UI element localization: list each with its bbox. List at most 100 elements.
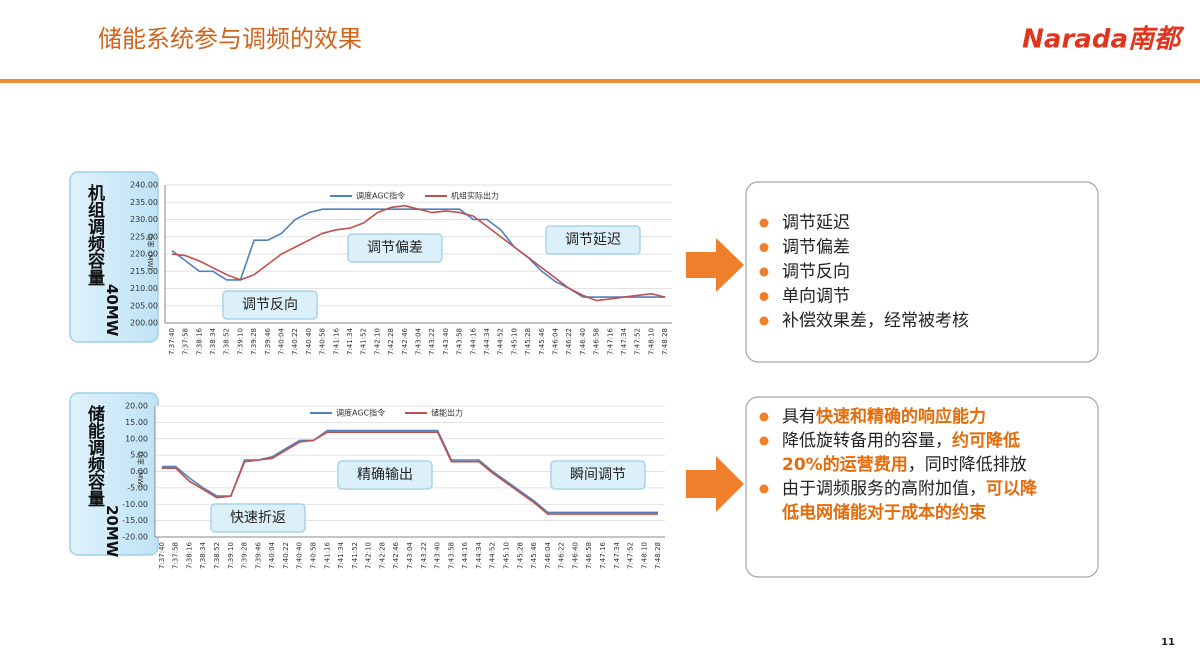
bullet (759, 218, 769, 228)
y-tick-label: 210.00 (130, 284, 158, 293)
legend-label: 调度AGC指令 (336, 408, 385, 418)
x-tick-label: 7:41:16 (332, 327, 340, 355)
y-tick-label: 220.00 (130, 250, 158, 259)
x-tick-label: 7:38:34 (199, 541, 207, 569)
x-tick-label: 7:48:28 (654, 542, 662, 569)
header-rule (0, 79, 1200, 83)
bullet-text: 调节反向 (782, 262, 850, 282)
x-tick-label: 7:47:52 (627, 542, 635, 569)
callout-box (337, 460, 433, 490)
x-tick-label: 7:39:28 (250, 328, 258, 355)
y-tick-label: 235.00 (130, 198, 158, 207)
x-tick-label: 7:45:10 (502, 542, 510, 569)
x-tick-label: 7:46:40 (579, 328, 587, 355)
x-tick-label: 7:47:34 (620, 327, 628, 355)
x-tick-label: 7:44:16 (461, 541, 469, 569)
x-tick-label: 7:44:16 (469, 327, 477, 355)
y-tick-label: -15.00 (122, 516, 148, 525)
bullet-segment: 低电网储能对于成本的约束 (781, 502, 986, 523)
side-label-title: 储能调频容量 (84, 404, 105, 507)
callout-box (347, 233, 443, 263)
bullet-text: 单向调节 (782, 287, 850, 307)
x-tick-label: 7:42:10 (365, 542, 373, 569)
x-tick-label: 7:42:28 (387, 328, 395, 355)
x-tick-label: 7:40:40 (296, 542, 304, 569)
bullet (759, 412, 769, 422)
side-label-capacity: 40MW (103, 284, 121, 337)
x-tick-label: 7:38:34 (209, 327, 217, 355)
x-tick-label: 7:37:40 (168, 328, 176, 355)
bullet-text: 具有快速和精确的响应能力 (782, 406, 986, 427)
x-tick-label: 7:38:16 (195, 327, 203, 355)
x-tick-label: 7:45:46 (530, 541, 538, 569)
x-tick-label: 7:40:58 (319, 328, 327, 355)
callout-text: 瞬间调节 (570, 467, 626, 483)
callout-text: 调节偏差 (367, 240, 423, 256)
x-tick-label: 7:44:34 (483, 327, 491, 355)
x-tick-label: 7:45:10 (510, 328, 518, 355)
x-tick-label: 7:44:52 (489, 542, 497, 569)
bullet-segment: 快速和精确的响应能力 (816, 406, 986, 427)
bullet-segment: 调节反向 (782, 262, 850, 282)
x-tick-label: 7:40:04 (277, 327, 285, 355)
bullet-text: 20%的运营费用，同时降低排放 (782, 454, 1027, 475)
x-tick-label: 7:48:28 (661, 328, 669, 355)
x-tick-label: 7:38:16 (185, 541, 193, 569)
side-label-box (69, 171, 159, 343)
callout-text: 调节延迟 (565, 232, 621, 248)
x-tick-label: 7:46:58 (593, 328, 601, 355)
y-tick-label: 15.00 (125, 418, 148, 427)
x-tick-label: 7:43:04 (406, 541, 414, 569)
x-tick-label: 7:42:46 (392, 541, 400, 569)
y-tick-label: 20.00 (125, 402, 148, 411)
bullet-text: 补偿效果差，经常被考核 (782, 311, 969, 331)
legend-label: 调度AGC指令 (356, 191, 405, 201)
y-tick-label: 225.00 (130, 232, 158, 241)
y-axis-label: 功率（MW） (136, 451, 145, 492)
page-number: 11 (1161, 637, 1175, 648)
text-box (745, 181, 1099, 363)
bullet-segment: 调节偏差 (782, 238, 850, 258)
side-label-capacity: 20MW (103, 505, 121, 558)
bullet-segment: 20%的运营费用 (782, 454, 908, 475)
x-tick-label: 7:43:40 (442, 328, 450, 355)
bullet (759, 316, 769, 326)
bullet-text: 降低旋转备用的容量，约可降低 (782, 430, 1020, 451)
x-tick-label: 7:39:28 (241, 542, 249, 569)
x-tick-label: 7:39:46 (254, 541, 262, 569)
x-tick-label: 7:46:40 (571, 542, 579, 569)
callout-text: 调节反向 (242, 297, 298, 313)
y-tick-label: 10.00 (125, 434, 148, 443)
y-tick-label: -5.00 (127, 483, 148, 492)
y-tick-label: 215.00 (130, 267, 158, 276)
x-tick-label: 7:46:04 (544, 541, 552, 569)
x-tick-label: 7:47:34 (613, 541, 621, 569)
arrow (686, 456, 744, 512)
x-tick-label: 7:46:22 (565, 328, 573, 355)
x-tick-label: 7:43:04 (415, 327, 423, 355)
x-tick-label: 7:46:04 (552, 327, 560, 355)
x-tick-label: 7:44:34 (475, 541, 483, 569)
x-tick-label: 7:40:04 (268, 541, 276, 569)
series-line (171, 204, 666, 302)
x-tick-label: 7:47:52 (634, 328, 642, 355)
x-tick-label: 7:41:34 (337, 541, 345, 569)
x-tick-label: 7:47:16 (599, 541, 607, 569)
bullet-text: 调节延迟 (782, 213, 850, 233)
bullet (759, 484, 769, 494)
callout-text: 快速折返 (230, 510, 286, 526)
x-tick-label: 7:42:46 (401, 327, 409, 355)
text-box (745, 396, 1099, 578)
callout-text: 精确输出 (357, 467, 413, 483)
x-tick-label: 7:37:58 (182, 328, 190, 355)
callout-box (550, 460, 646, 490)
y-axis-label: 功率（MW） (146, 234, 155, 275)
x-tick-label: 7:43:22 (428, 328, 436, 355)
x-tick-label: 7:42:28 (378, 542, 386, 569)
callout-box (545, 225, 641, 255)
series-line (161, 431, 659, 515)
x-tick-label: 7:43:22 (420, 542, 428, 569)
x-tick-label: 7:43:40 (434, 542, 442, 569)
